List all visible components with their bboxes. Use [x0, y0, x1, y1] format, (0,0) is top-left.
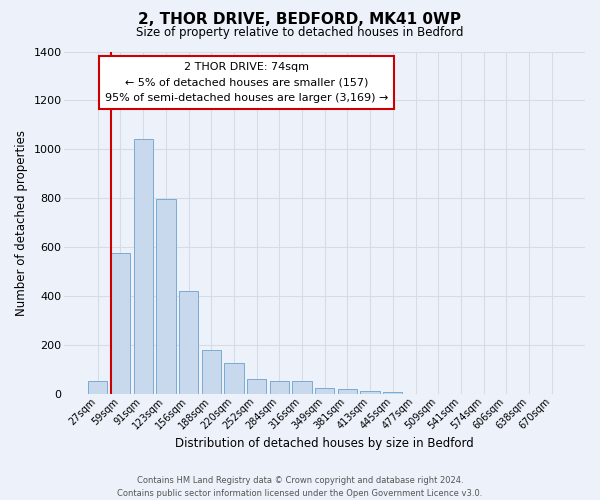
Bar: [111, 253, 130, 394]
X-axis label: Distribution of detached houses by size in Bedford: Distribution of detached houses by size …: [175, 437, 474, 450]
Bar: [292, 382, 311, 394]
Bar: [134, 140, 153, 394]
Bar: [224, 363, 244, 394]
Text: 2 THOR DRIVE: 74sqm
← 5% of detached houses are smaller (157)
95% of semi-detach: 2 THOR DRIVE: 74sqm ← 5% of detached hou…: [105, 62, 388, 103]
Text: Contains HM Land Registry data © Crown copyright and database right 2024.
Contai: Contains HM Land Registry data © Crown c…: [118, 476, 482, 498]
Bar: [338, 389, 357, 394]
Bar: [269, 382, 289, 394]
Bar: [383, 392, 403, 394]
Bar: [179, 291, 198, 394]
Bar: [202, 350, 221, 394]
Text: Size of property relative to detached houses in Bedford: Size of property relative to detached ho…: [136, 26, 464, 39]
Text: 2, THOR DRIVE, BEDFORD, MK41 0WP: 2, THOR DRIVE, BEDFORD, MK41 0WP: [139, 12, 461, 28]
Bar: [247, 378, 266, 394]
Bar: [156, 200, 176, 394]
Bar: [315, 388, 334, 394]
Bar: [88, 382, 107, 394]
Y-axis label: Number of detached properties: Number of detached properties: [15, 130, 28, 316]
Bar: [361, 391, 380, 394]
